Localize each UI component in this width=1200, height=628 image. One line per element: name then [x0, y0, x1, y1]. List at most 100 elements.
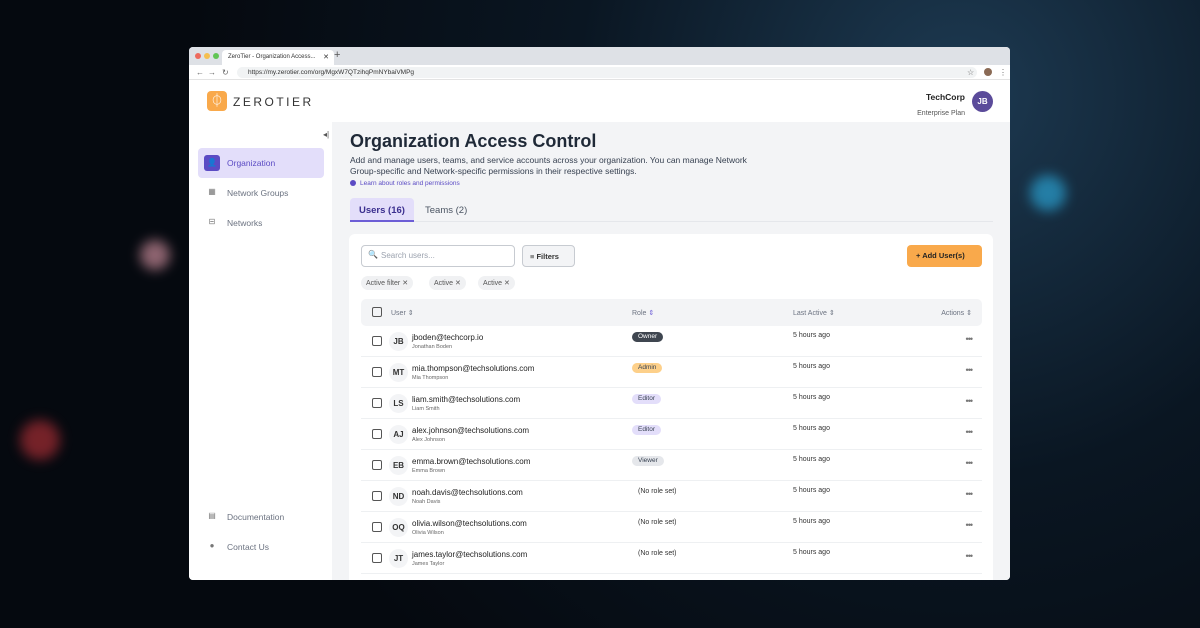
avatar[interactable]: JB — [972, 91, 993, 112]
row-checkbox[interactable] — [372, 491, 382, 501]
remove-chip-icon[interactable]: ✕ — [455, 280, 461, 287]
tab-users[interactable]: Users (16) — [350, 198, 414, 222]
more-actions-icon[interactable]: ••• — [965, 365, 974, 375]
select-all-checkbox[interactable] — [372, 307, 382, 317]
more-actions-icon[interactable]: ••• — [965, 427, 974, 437]
search-input[interactable]: 🔍 Search users... — [361, 245, 515, 267]
last-active: 5 hours ago — [793, 518, 830, 525]
row-checkbox[interactable] — [372, 398, 382, 408]
learn-link[interactable]: Learn about roles and permissions — [350, 180, 460, 187]
close-window-button[interactable] — [195, 53, 201, 59]
filter-chip[interactable]: Active filter ✕ — [361, 276, 414, 290]
sidebar-item-label: Documentation — [227, 512, 285, 522]
row-checkbox[interactable] — [372, 553, 382, 563]
collapse-sidebar-icon[interactable]: ◂| — [323, 130, 330, 139]
more-actions-icon[interactable]: ••• — [965, 520, 974, 530]
user-avatar: JB — [389, 332, 408, 351]
user-email: liam.smith@techsolutions.com — [412, 395, 521, 404]
column-role[interactable]: Role ⇕ — [632, 309, 654, 317]
user-name: Alex Johnson — [412, 437, 446, 443]
remove-chip-icon[interactable]: ✕ — [402, 280, 409, 287]
user-avatar: JT — [389, 549, 408, 568]
zerotier-logo-icon[interactable]: ⏀ — [207, 91, 227, 111]
browser-window: ZeroTier - Organization Access... ✕ + ← →… — [189, 47, 1010, 580]
row-checkbox[interactable] — [372, 460, 382, 470]
role-text: (No role set) — [638, 550, 677, 557]
column-last-active[interactable]: Last Active ⇕ — [793, 309, 835, 317]
profile-icon[interactable] — [984, 68, 992, 76]
more-actions-icon[interactable]: ••• — [965, 458, 974, 468]
last-active: 5 hours ago — [793, 425, 830, 432]
chip-label: Active — [434, 280, 454, 287]
org-info[interactable]: TechCorp Enterprise Plan — [917, 92, 965, 120]
bokeh — [1030, 175, 1066, 211]
menu-icon[interactable]: ⋮ — [999, 68, 1007, 77]
add-users-button[interactable]: + Add User(s) — [907, 245, 982, 267]
column-label: Actions — [941, 310, 965, 317]
user-name: Noah Davis — [412, 499, 441, 505]
filter-chip[interactable]: Active ✕ — [429, 276, 466, 290]
sidebar-item-label: Contact Us — [227, 542, 270, 552]
browser-tab[interactable]: ZeroTier - Organization Access... ✕ — [222, 50, 334, 65]
row-checkbox[interactable] — [372, 522, 382, 532]
tab-teams[interactable]: Teams (2) — [425, 205, 468, 216]
column-actions[interactable]: Actions ⇕ — [941, 309, 972, 317]
app-header: ⏀ ZEROTIER TechCorp Enterprise Plan JB — [189, 80, 1010, 122]
last-active: 5 hours ago — [793, 549, 830, 556]
bookmark-star-icon[interactable]: ☆ — [967, 68, 975, 77]
close-tab-icon[interactable]: ✕ — [323, 54, 329, 61]
user-avatar: ND — [389, 487, 408, 506]
table-row[interactable]: JT james.taylor@techsolutions.com James … — [361, 543, 982, 574]
filters-button[interactable]: ≡ Filters — [522, 245, 575, 267]
filters-label: Filters — [536, 252, 559, 261]
filter-chip[interactable]: Active ✕ — [478, 276, 515, 290]
remove-chip-icon[interactable]: ✕ — [504, 280, 510, 287]
more-actions-icon[interactable]: ••• — [965, 551, 974, 561]
user-name: Jonathan Boden — [412, 344, 453, 350]
forward-icon[interactable]: → — [208, 68, 216, 77]
sidebar-item-networks[interactable]: ⊟ Networks — [198, 208, 324, 238]
minimize-window-button[interactable] — [204, 53, 210, 59]
sidebar-item-documentation[interactable]: ▤ Documentation — [198, 502, 324, 532]
table-row[interactable]: LS liam.smith@techsolutions.com Liam Smi… — [361, 388, 982, 419]
table-row[interactable]: EB emma.brown@techsolutions.com Emma Bro… — [361, 450, 982, 481]
user-name: James Taylor — [412, 561, 445, 567]
address-bar-row: ← → ↻ https://my.zerotier.com/org/MgxW7Q… — [189, 65, 1010, 80]
maximize-window-button[interactable] — [213, 53, 219, 59]
user-email: james.taylor@techsolutions.com — [412, 550, 528, 559]
row-checkbox[interactable] — [372, 336, 382, 346]
back-icon[interactable]: ← — [196, 68, 204, 77]
reload-icon[interactable]: ↻ — [222, 68, 229, 77]
sidebar-item-contact-us[interactable]: ● Contact Us — [198, 532, 324, 562]
row-checkbox[interactable] — [372, 367, 382, 377]
row-checkbox[interactable] — [372, 429, 382, 439]
user-avatar: AJ — [389, 425, 408, 444]
last-active: 5 hours ago — [793, 394, 830, 401]
user-name: Emma Brown — [412, 468, 446, 474]
table-row[interactable]: ND noah.davis@techsolutions.com Noah Dav… — [361, 481, 982, 512]
more-actions-icon[interactable]: ••• — [965, 489, 974, 499]
main-content: Organization Access Control Add and mana… — [332, 122, 1010, 580]
user-avatar: MT — [389, 363, 408, 382]
sort-icon: ⇕ — [828, 310, 835, 317]
table-row[interactable]: MT mia.thompson@techsolutions.com Mia Th… — [361, 357, 982, 388]
last-active: 5 hours ago — [793, 487, 830, 494]
sidebar-item-label: Network Groups — [227, 188, 289, 198]
sidebar-item-network-groups[interactable]: ▦ Network Groups — [198, 178, 324, 208]
table-row[interactable]: JB jboden@techcorp.io Jonathan Boden Own… — [361, 326, 982, 357]
network-icon: ⊟ — [208, 217, 216, 226]
new-tab-icon[interactable]: + — [334, 49, 341, 61]
user-name: Olivia Wilson — [412, 530, 444, 536]
table-row[interactable]: OQ olivia.wilson@techsolutions.com Olivi… — [361, 512, 982, 543]
more-actions-icon[interactable]: ••• — [965, 334, 974, 344]
building-icon: ▦ — [208, 187, 216, 196]
table-row[interactable]: AJ alex.johnson@techsolutions.com Alex J… — [361, 419, 982, 450]
role-badge: Admin — [632, 363, 663, 373]
user-email: jboden@techcorp.io — [412, 333, 484, 342]
user-badge-icon: 👤 — [204, 155, 220, 171]
sidebar-item-organization[interactable]: 👤 Organization — [198, 148, 324, 178]
page-title: Organization Access Control — [350, 131, 597, 151]
url-field[interactable]: https://my.zerotier.com/org/MgxW7QTzihqP… — [237, 67, 977, 78]
column-user[interactable]: User ⇕ — [391, 309, 414, 317]
more-actions-icon[interactable]: ••• — [965, 396, 974, 406]
